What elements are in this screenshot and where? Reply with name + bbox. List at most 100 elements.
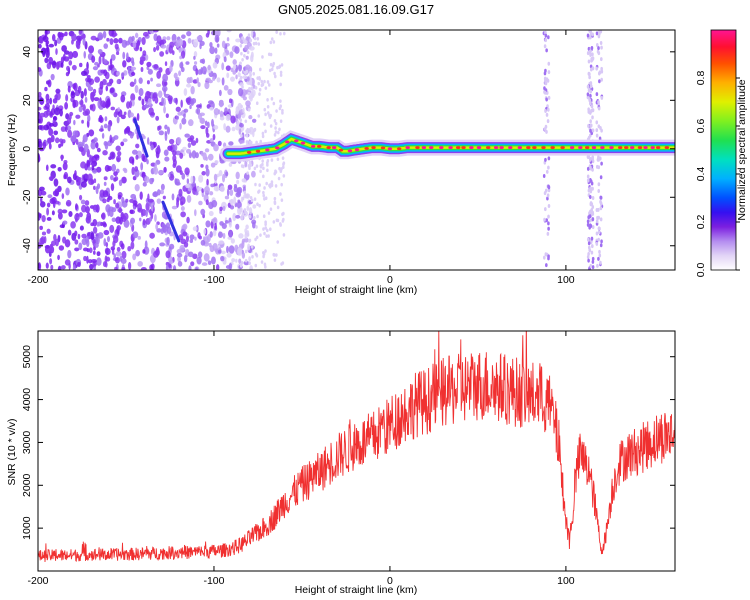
noise-speckle <box>235 223 240 230</box>
interference-speckle <box>547 95 551 100</box>
noise-speckle <box>118 207 122 214</box>
noise-speckle <box>228 162 233 167</box>
noise-speckle <box>85 215 91 224</box>
noise-speckle <box>240 214 244 221</box>
noise-speckle <box>252 41 256 46</box>
noise-speckle <box>97 232 104 239</box>
interference-speckle <box>589 30 593 35</box>
noise-speckle <box>274 121 278 126</box>
noise-speckle <box>82 37 86 46</box>
noise-speckle <box>251 118 257 123</box>
noise-speckle <box>262 166 265 171</box>
noise-speckle <box>117 107 121 112</box>
noise-speckle <box>249 140 253 145</box>
x-tick-label: 100 <box>557 575 575 587</box>
noise-speckle <box>213 108 220 116</box>
noise-speckle <box>80 90 84 99</box>
noise-speckle <box>171 193 175 201</box>
interference-speckle <box>547 204 551 209</box>
noise-speckle <box>50 164 57 169</box>
noise-speckle <box>38 43 42 49</box>
noise-speckle <box>91 165 95 171</box>
noise-speckle <box>187 119 194 127</box>
noise-speckle <box>149 264 154 270</box>
noise-speckle <box>81 204 87 213</box>
noise-speckle <box>241 178 247 183</box>
x-tick-label: -200 <box>27 274 48 286</box>
noise-speckle <box>131 166 135 176</box>
noise-speckle <box>164 156 170 162</box>
interference-speckle <box>545 97 548 102</box>
noise-speckle <box>153 63 159 69</box>
noise-speckle <box>237 72 241 78</box>
noise-speckle <box>265 234 268 238</box>
noise-speckle <box>108 64 113 71</box>
interference-speckle <box>587 46 591 51</box>
noise-speckle <box>256 202 259 206</box>
noise-speckle <box>279 119 283 123</box>
noise-speckle <box>116 246 121 252</box>
noise-speckle <box>61 45 67 52</box>
noise-speckle <box>82 134 88 143</box>
interference-speckle <box>589 218 592 223</box>
signal-peak <box>560 146 565 149</box>
noise-speckle <box>48 251 52 257</box>
noise-speckle <box>245 55 249 60</box>
noise-speckle <box>176 199 179 208</box>
noise-speckle <box>89 104 93 111</box>
interference-speckle <box>544 38 548 43</box>
interference-speckle <box>597 124 601 129</box>
interference-speckle <box>591 211 595 216</box>
noise-speckle <box>238 258 242 264</box>
noise-speckle <box>245 224 249 230</box>
noise-speckle <box>244 119 248 124</box>
noise-speckle <box>261 159 264 163</box>
noise-speckle <box>138 87 144 97</box>
noise-speckle <box>240 261 244 265</box>
noise-speckle <box>209 106 214 111</box>
noise-speckle <box>52 104 55 111</box>
noise-speckle <box>200 239 206 246</box>
noise-speckle <box>38 153 41 162</box>
noise-speckle <box>225 171 229 177</box>
colorbar-tick-label: 0.8 <box>695 71 707 86</box>
noise-speckle <box>190 140 197 146</box>
noise-speckle <box>60 126 66 132</box>
noise-speckle <box>278 166 281 171</box>
noise-speckle <box>190 85 195 95</box>
noise-speckle <box>219 116 225 121</box>
interference-speckle <box>543 217 546 222</box>
noise-speckle <box>103 43 109 49</box>
noise-speckle <box>226 245 229 254</box>
noise-speckle <box>84 96 88 103</box>
noise-speckle <box>49 110 53 117</box>
noise-speckle <box>255 225 258 229</box>
noise-speckle <box>228 245 235 254</box>
noise-speckle <box>62 220 68 225</box>
noise-speckle <box>257 189 261 193</box>
noise-speckle <box>239 43 243 48</box>
interference-speckle <box>588 214 592 219</box>
noise-speckle <box>206 178 209 186</box>
interference-speckle <box>546 231 550 236</box>
noise-speckle <box>91 155 97 164</box>
noise-speckle <box>86 159 90 167</box>
noise-speckle <box>176 136 182 145</box>
interference-speckle <box>597 106 601 111</box>
noise-speckle <box>163 166 167 173</box>
noise-speckle <box>52 119 56 125</box>
noise-speckle <box>186 216 190 224</box>
noise-speckle <box>49 258 53 265</box>
noise-speckle <box>260 260 264 264</box>
noise-speckle <box>103 69 108 77</box>
noise-speckle <box>250 54 254 63</box>
noise-speckle <box>264 129 267 134</box>
noise-speckle <box>216 30 221 37</box>
noise-speckle <box>51 60 57 69</box>
signal-peak <box>439 146 444 149</box>
noise-speckle <box>39 97 45 105</box>
interference-speckle <box>599 206 603 211</box>
interference-speckle <box>542 174 546 179</box>
noise-speckle <box>266 168 269 173</box>
noise-speckle <box>65 187 70 196</box>
